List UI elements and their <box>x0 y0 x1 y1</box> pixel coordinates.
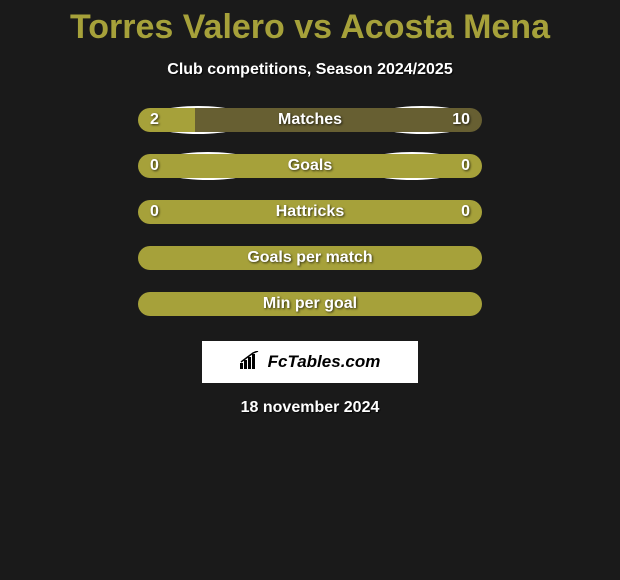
stat-label: Matches <box>138 108 482 132</box>
stat-value-left: 2 <box>150 108 159 132</box>
stat-bar: Min per goal <box>138 292 482 316</box>
stat-value-right: 0 <box>461 200 470 224</box>
stat-row: Matches2 10 <box>138 107 482 133</box>
brand-badge: FcTables.com <box>202 341 418 383</box>
stat-value-right: 10 <box>452 108 470 132</box>
stat-row: Goals0 0 <box>138 153 482 179</box>
stat-row: Min per goal <box>138 291 482 317</box>
stat-value-left: 0 <box>150 200 159 224</box>
stat-label: Hattricks <box>138 200 482 224</box>
stat-bar: Goals0 0 <box>138 154 482 178</box>
page-subtitle: Club competitions, Season 2024/2025 <box>167 61 452 79</box>
chart-icon <box>240 351 262 374</box>
stat-bar: Hattricks0 0 <box>138 200 482 224</box>
comparison-infographic: Torres Valero vs Acosta Mena Club compet… <box>0 0 620 417</box>
stat-row: Hattricks0 0 <box>138 199 482 225</box>
stat-bar: Goals per match <box>138 246 482 270</box>
page-title: Torres Valero vs Acosta Mena <box>70 8 550 47</box>
brand-text: FcTables.com <box>268 352 381 372</box>
stat-bar: Matches2 10 <box>138 108 482 132</box>
date-label: 18 november 2024 <box>241 399 380 417</box>
stat-label: Min per goal <box>138 292 482 316</box>
stats-list: Matches210Goals00Hattricks00Goals per ma… <box>138 107 482 337</box>
stat-value-right: 0 <box>461 154 470 178</box>
stat-row: Goals per match <box>138 245 482 271</box>
stat-label: Goals <box>138 154 482 178</box>
stat-label: Goals per match <box>138 246 482 270</box>
stat-value-left: 0 <box>150 154 159 178</box>
